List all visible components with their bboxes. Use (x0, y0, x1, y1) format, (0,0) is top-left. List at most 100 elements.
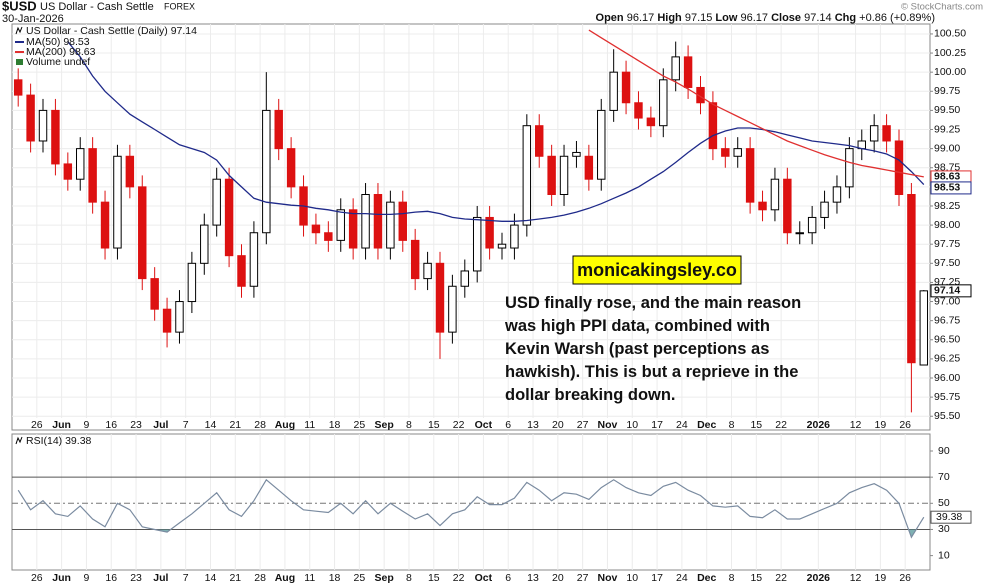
quote-value: 96.17 (627, 12, 655, 24)
candle-body (745, 148, 755, 203)
candle-body (435, 262, 445, 333)
quote-label: Close (771, 12, 801, 24)
candle-body (882, 125, 891, 142)
x-tick-label: 22 (775, 572, 787, 584)
candle-body (485, 216, 494, 249)
main-panel (11, 23, 931, 431)
moving-average (67, 41, 925, 222)
date: 30-Jan-2026 (2, 13, 64, 25)
candle-body (510, 224, 519, 249)
x-tick-label: 15 (428, 572, 440, 584)
candle-body (336, 209, 345, 241)
x-tick-label: 27 (577, 419, 589, 431)
x-tick-label: 18 (329, 419, 341, 431)
x-tick-label: 18 (329, 572, 341, 584)
price-tag-label: 39.38 (936, 511, 962, 523)
y-tick-label: 99.25 (934, 123, 960, 135)
x-tick-label: 19 (875, 572, 887, 584)
quote-line: Open 96.17 High 97.15 Low 96.17 Close 97… (596, 12, 935, 24)
candle-body (547, 155, 556, 196)
x-tick-label: Sep (375, 572, 394, 584)
y-tick-label: 99.75 (934, 85, 960, 97)
candle-body (609, 71, 618, 111)
candle-body (845, 148, 854, 188)
x-tick-label: 11 (304, 419, 315, 431)
x-tick-label: 22 (775, 419, 787, 431)
quote-label: Chg (835, 12, 856, 24)
candle-body (584, 155, 594, 180)
candle-body (138, 186, 147, 280)
price-plot (13, 29, 929, 413)
x-tick-label: 8 (729, 572, 735, 584)
candle-body (733, 148, 742, 157)
candle-body (100, 201, 110, 249)
x-tick-label: 12 (850, 419, 862, 431)
candle-body (237, 255, 246, 287)
x-tick-label: 25 (354, 572, 366, 584)
instrument-name: US Dollar - Cash Settle (40, 1, 154, 13)
candle-body (894, 140, 904, 196)
annotation-line: USD finally rose, and the main reason (505, 294, 801, 312)
x-tick-label: 23 (130, 419, 142, 431)
x-tick-label: 10 (626, 572, 638, 584)
x-tick-label: 7 (183, 572, 189, 584)
candle-body (113, 155, 122, 249)
annotation-line: Kevin Warsh (past perceptions as (505, 340, 769, 358)
grid (12, 24, 930, 570)
candle-body (51, 109, 60, 165)
x-tick-label: 24 (676, 572, 688, 584)
candle-body (423, 262, 432, 280)
quote-label: Low (715, 12, 737, 24)
y-tick-label: 98.25 (934, 200, 960, 212)
candle-body (274, 109, 283, 150)
x-tick-label: Oct (475, 419, 493, 431)
x-tick-label: 21 (229, 572, 241, 584)
x-tick-label: 13 (527, 572, 539, 584)
y-tick-label: 96.50 (934, 334, 960, 346)
quote-value: +0.86 (+0.89%) (859, 12, 935, 24)
candle-body (671, 56, 680, 81)
candle-body (324, 232, 333, 241)
symbol: $USD (2, 0, 37, 13)
price-tag (930, 510, 972, 524)
candle-body (820, 201, 829, 218)
candle-body (410, 239, 420, 280)
y-tick-label: 99.00 (934, 142, 960, 154)
rsi-plot (12, 476, 930, 539)
x-tick-label: 25 (354, 419, 366, 431)
price-tag (930, 284, 972, 298)
x-tick-label: 15 (750, 419, 762, 431)
y-tick-label: 97.00 (934, 295, 960, 307)
quote-value: 97.15 (685, 12, 713, 24)
candle-body (795, 232, 804, 235)
x-tick-label: 9 (84, 419, 90, 431)
x-tick-label: 2026 (807, 572, 831, 584)
candle-body (373, 194, 383, 249)
x-tick-label: 26 (899, 572, 911, 584)
candle-body (572, 151, 581, 157)
price-tag-label: 98.63 (934, 171, 960, 183)
candle-body (448, 285, 457, 333)
x-tick-label: 13 (527, 419, 539, 431)
candle-body (348, 209, 358, 249)
x-tick-label: 22 (453, 572, 465, 584)
candle-body (634, 102, 643, 119)
y-tick-label: 70 (938, 471, 950, 483)
price-tag (930, 181, 972, 195)
candle-body (361, 194, 370, 249)
quote-value: 97.14 (804, 12, 832, 24)
x-tick-label: 8 (406, 572, 412, 584)
candle-body (38, 109, 48, 142)
x-tick-label: 11 (304, 572, 315, 584)
x-tick-label: 17 (651, 572, 663, 584)
x-tick-label: 28 (254, 419, 266, 431)
x-tick-label: Aug (275, 419, 295, 431)
candle-body (162, 308, 172, 333)
rsi-panel (11, 433, 931, 571)
quote-label: High (657, 12, 682, 24)
candle-body (200, 224, 209, 264)
candle-body (783, 178, 792, 234)
x-tick-label: 10 (626, 419, 638, 431)
y-tick-label: 97.75 (934, 238, 960, 250)
